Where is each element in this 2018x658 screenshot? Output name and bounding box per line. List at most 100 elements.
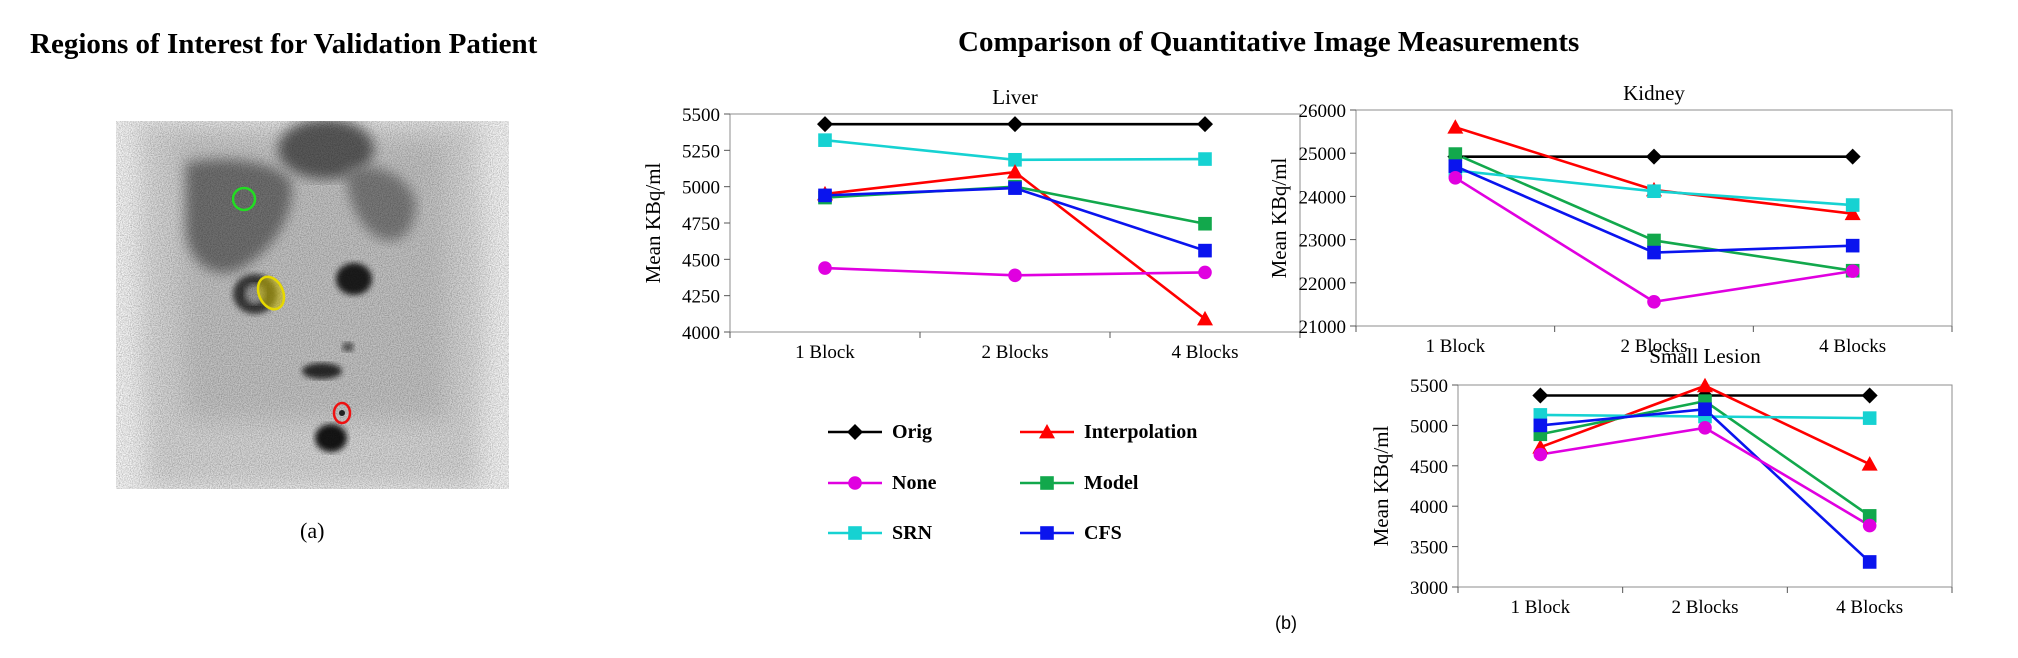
y-tick-label: 4500: [682, 250, 720, 271]
data-point-interpolation: [1697, 377, 1713, 393]
small-lesion-chart: Small Lesion 3000 3500 4000 4500 5000 5500 1 Bl…: [1369, 344, 1953, 618]
y-tick-label: 5250: [682, 141, 720, 162]
data-point-cfs: [1647, 245, 1661, 260]
plot-frame: [729, 113, 1301, 333]
data-point-orig: [1844, 148, 1861, 165]
data-point-none: [1198, 265, 1212, 280]
data-point-none: [818, 261, 832, 275]
roi-lesion-ellipse: [332, 401, 352, 425]
x-tick-label: 1 Block: [1426, 336, 1486, 357]
data-point-srn: [1533, 408, 1548, 422]
caption-b: (b): [1275, 613, 1297, 633]
chart-title: Small Lesion: [1649, 344, 1761, 368]
y-axis-label: Mean KBq/ml: [641, 162, 665, 283]
legend-label: Model: [1084, 471, 1139, 494]
data-point-orig: [817, 116, 833, 133]
legend-swatch: [1020, 476, 1074, 490]
y-tick-label: 4250: [682, 287, 720, 308]
y-tick-label: 5500: [682, 105, 720, 126]
plot-frame: [1355, 109, 1953, 327]
y-axis-label: Mean KBq/ml: [1267, 157, 1291, 278]
x-tick-label: 4 Blocks: [1819, 336, 1886, 357]
chart-title: Kidney: [1623, 81, 1685, 105]
y-tick-label: 4000: [682, 323, 720, 344]
y-tick-label: 4500: [1410, 457, 1448, 478]
caption-a: (a): [300, 518, 325, 543]
y-tick-label: 5000: [1410, 416, 1448, 437]
legend-swatch: [828, 526, 882, 540]
data-point-srn: [1198, 152, 1212, 166]
x-tick-label: 1 Block: [795, 342, 855, 363]
y-tick-label: 24000: [1299, 187, 1347, 208]
data-point-cfs: [1698, 402, 1712, 417]
y-tick-label: 26000: [1299, 101, 1347, 122]
legend-marker: [848, 476, 862, 490]
data-point-interpolation: [1844, 205, 1861, 221]
data-point-model: [1448, 147, 1463, 161]
x-tick-label: 1 Block: [1511, 597, 1571, 618]
legend-marker: [1040, 526, 1054, 540]
data-point-cfs: [1448, 159, 1463, 173]
roi-liver-circle: [231, 186, 257, 212]
data-point-interpolation: [1861, 456, 1878, 471]
legend-swatch: [1020, 526, 1074, 540]
legend-marker: [848, 526, 862, 540]
y-tick-label: 3000: [1410, 578, 1448, 599]
data-point-srn: [1647, 184, 1661, 199]
legend-marker: [847, 424, 863, 440]
data-point-cfs: [1533, 418, 1548, 433]
left-panel-title: Regions of Interest for Validation Patie…: [30, 28, 538, 60]
y-tick-label: 25000: [1299, 144, 1347, 165]
legend-label: SRN: [892, 521, 933, 544]
data-point-none: [1008, 268, 1022, 283]
x-tick-label: 4 Blocks: [1171, 342, 1238, 363]
legend-label: Orig: [892, 420, 932, 443]
right-panel-title: Comparison of Quantitative Image Measure…: [958, 26, 1580, 58]
data-point-cfs: [1862, 555, 1877, 569]
data-point-cfs: [1198, 243, 1212, 258]
legend-entry-none: None: [826, 471, 936, 495]
legend-label: Interpolation: [1084, 420, 1198, 443]
y-tick-label: 21000: [1299, 317, 1347, 338]
x-tick-label: 4 Blocks: [1836, 597, 1903, 618]
legend-swatch: [828, 424, 882, 440]
data-point-orig: [1861, 387, 1878, 404]
legend-marker: [1039, 424, 1055, 439]
series-line-none: [1540, 426, 1871, 527]
data-point-interpolation: [1447, 119, 1464, 134]
legend-entry-model: Model: [1018, 471, 1138, 495]
data-point-none: [1533, 447, 1548, 462]
y-tick-label: 3500: [1410, 538, 1448, 559]
data-point-interpolation: [1007, 164, 1023, 179]
data-point-srn: [1845, 198, 1860, 212]
data-point-none: [1862, 518, 1877, 533]
data-point-model: [1198, 216, 1212, 231]
y-tick-label: 5500: [1410, 376, 1448, 397]
liver-chart: Liver 4000 4250 4500 4750 5000 5250 5500 1 Block…: [641, 85, 1301, 363]
data-point-orig: [1646, 148, 1662, 165]
data-point-orig: [1532, 387, 1549, 404]
data-point-orig: [1007, 116, 1023, 133]
data-point-model: [1862, 509, 1877, 523]
legend-entry-cfs: CFS: [1018, 521, 1122, 545]
legend-entry-srn: SRN: [826, 521, 932, 545]
data-point-cfs: [1008, 181, 1022, 195]
kidney-chart: Kidney 21000 22000 23000 24000 25000 26000 1 Bl…: [1267, 81, 1953, 357]
data-point-srn: [1008, 152, 1022, 167]
legend-swatch: [1020, 424, 1074, 439]
x-tick-label: 2 Blocks: [981, 342, 1048, 363]
data-point-orig: [1197, 116, 1213, 133]
legend-swatch: [828, 476, 882, 490]
data-point-none: [1647, 295, 1661, 309]
pet-scan-image: [116, 121, 509, 489]
legend-entry-orig: Orig: [826, 420, 932, 444]
y-axis-label: Mean KBq/ml: [1369, 425, 1393, 546]
x-tick-label: 2 Blocks: [1620, 336, 1687, 357]
legend-entry-interpolation: Interpolation: [1018, 420, 1197, 444]
legend-marker: [1040, 476, 1054, 490]
data-point-model: [1647, 233, 1661, 248]
y-tick-label: 22000: [1299, 274, 1347, 295]
series-line-cfs: [824, 186, 1206, 252]
data-point-none: [1698, 421, 1712, 435]
roi-kidney-ellipse: [256, 275, 286, 311]
